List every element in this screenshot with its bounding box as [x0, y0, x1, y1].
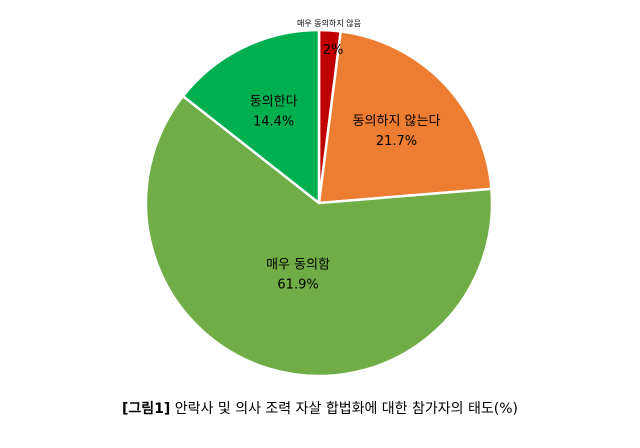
pie-slices — [144, 28, 494, 378]
slice-category-label: 매우 동의하지 않음 — [297, 18, 361, 28]
slice-value-label: 21.7% — [376, 134, 417, 149]
slice-category-label: 동의한다 — [250, 95, 298, 110]
pie-slice — [317, 30, 493, 205]
pie-slice — [181, 28, 321, 205]
figure-number: [그림1] — [122, 401, 171, 417]
slice-value-label: 61.9% — [277, 278, 318, 293]
pie-labels: 매우 동의하지 않음 2% 동의하지 않는다 21.7% 매우 동의함 61.9% 동의한다… — [250, 18, 441, 293]
figure-caption: [그림1] 안락사 및 의사 조력 자살 합법화에 대한 참가자의 태도(%) — [0, 398, 640, 418]
pie-chart: 매우 동의하지 않음 2% 동의하지 않는다 21.7% 매우 동의함 61.9% 동의한다… — [144, 18, 494, 378]
slice-category-label: 매우 동의함 — [266, 258, 330, 273]
slice-value-label: 14.4% — [253, 115, 294, 130]
slice-value-label: 2% — [323, 43, 344, 58]
pie-slice — [144, 94, 494, 378]
figure-caption-text: 안락사 및 의사 조력 자살 합법화에 대한 참가자의 태도(%) — [174, 401, 518, 417]
slice-category-label: 동의하지 않는다 — [353, 114, 441, 129]
